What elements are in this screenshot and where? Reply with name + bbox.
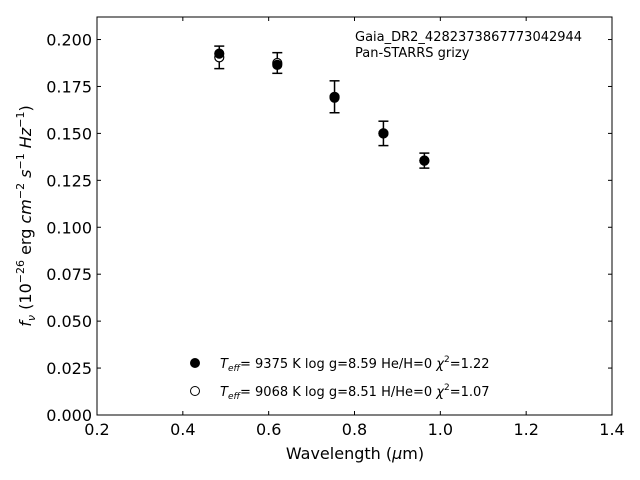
x-tick-label: 0.4 <box>170 420 195 439</box>
data-markers <box>214 48 430 166</box>
annotation-survey: Pan-STARRS grizy <box>355 46 470 61</box>
y-tick-label: 0.125 <box>46 171 92 190</box>
legend-marker-filled <box>190 358 200 368</box>
x-tick-label: 0.6 <box>256 420 281 439</box>
x-tick-label: 0.2 <box>84 420 109 439</box>
legend: Teff= 9375 K log g=8.59 He/H=0 χ2=1.22 T… <box>190 355 490 402</box>
data-point-filled <box>329 92 340 103</box>
y-tick-label: 0.050 <box>46 312 92 331</box>
legend-entry-1: Teff= 9375 K log g=8.59 He/H=0 χ2=1.22 <box>220 355 490 374</box>
data-point-filled <box>272 59 283 70</box>
x-axis-label: Wavelength (μm) <box>286 444 424 463</box>
data-point-filled <box>419 155 430 166</box>
plot-area <box>96 16 613 416</box>
x-tick-label: 1.0 <box>428 420 453 439</box>
x-tick-label: 0.8 <box>342 420 367 439</box>
y-tick-label: 0.200 <box>46 31 92 50</box>
legend-marker-open <box>190 386 200 396</box>
x-tick-label: 1.4 <box>599 420 624 439</box>
y-tick-label: 0.025 <box>46 359 92 378</box>
error-bars <box>214 45 430 169</box>
legend-entry-2: Teff= 9068 K log g=8.51 H/He=0 χ2=1.07 <box>220 383 490 402</box>
y-tick-label: 0.000 <box>46 406 92 425</box>
plot-frame <box>96 16 613 416</box>
y-tick-label: 0.075 <box>46 265 92 284</box>
x-tick-label: 1.2 <box>513 420 538 439</box>
y-axis: 0.000 0.025 0.050 0.075 0.100 0.125 0.150 0.175… <box>46 31 612 425</box>
y-tick-label: 0.150 <box>46 124 92 143</box>
y-axis-label: fν (10−26 erg cm−2 s−1 Hz−1) <box>14 105 38 326</box>
y-tick-label: 0.175 <box>46 77 92 96</box>
annotation-star-id: Gaia_DR2_4282373867773042944 <box>355 30 582 45</box>
y-tick-label: 0.100 <box>46 218 92 237</box>
x-axis: 0.2 0.4 0.6 0.8 1.0 1.2 1.4 <box>84 17 625 439</box>
data-point-filled <box>378 128 389 139</box>
data-point-filled <box>214 48 225 59</box>
